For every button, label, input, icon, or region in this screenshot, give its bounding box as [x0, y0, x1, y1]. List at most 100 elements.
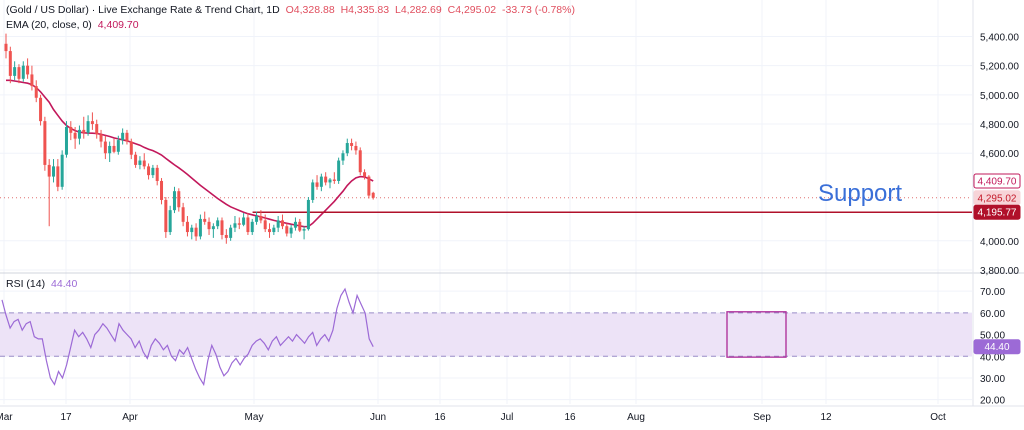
candle-body	[142, 160, 146, 167]
rsi-label: RSI (14)	[6, 278, 46, 290]
ema-price-tag-bg	[973, 173, 1021, 189]
candle-body	[77, 129, 81, 139]
rsi-value: 44.40	[51, 278, 78, 290]
candle-body	[138, 160, 142, 165]
candle-body	[298, 221, 302, 231]
candle	[285, 223, 289, 237]
candle-body	[315, 182, 319, 187]
rsi-tick-label: 30.00	[980, 374, 1005, 385]
ema-value: 4,409.70	[97, 19, 139, 31]
candle-body	[246, 217, 250, 233]
rsi-tick-label: 60.00	[980, 309, 1005, 320]
candle-body	[358, 150, 362, 173]
candle	[103, 135, 107, 160]
change-value: -33.73 (-0.78%)	[502, 4, 575, 16]
candle-body	[220, 220, 224, 235]
candle-body	[95, 124, 99, 135]
candle-body	[73, 132, 77, 139]
candle	[190, 224, 194, 240]
candle	[129, 138, 133, 160]
candle-body	[164, 199, 168, 233]
candle	[250, 218, 254, 235]
candle	[220, 217, 224, 240]
candle	[358, 147, 362, 176]
candle	[259, 210, 263, 224]
candle	[116, 135, 120, 155]
candle-body	[60, 154, 64, 187]
rsi-last-tag-bg	[973, 339, 1021, 355]
candle-body	[21, 65, 25, 79]
candle-body	[177, 191, 181, 208]
chart-title: (Gold / US Dollar) · Live Exchange Rate …	[6, 4, 280, 16]
candle	[73, 126, 77, 149]
ema-label: EMA (20, close, 0)	[6, 19, 92, 31]
candle-body	[82, 129, 86, 133]
candle	[311, 179, 315, 203]
ema-price-tag: 4,409.70	[978, 177, 1017, 188]
candle	[233, 216, 237, 233]
price-tick-label: 4,600.00	[980, 149, 1019, 160]
candle-body	[250, 221, 254, 233]
candle	[168, 205, 172, 235]
candle	[194, 223, 198, 241]
candle	[242, 213, 246, 227]
candle	[43, 116, 47, 171]
candle	[177, 188, 181, 212]
candle-body	[52, 166, 56, 177]
candle-body	[306, 199, 310, 230]
candle	[39, 94, 43, 126]
candle-body	[328, 179, 332, 183]
candle	[302, 226, 306, 240]
candle-body	[168, 210, 172, 233]
candle-body	[337, 160, 341, 181]
low-value: L4,282.69	[394, 4, 442, 16]
candle	[207, 217, 211, 235]
candle-body	[216, 220, 220, 227]
candle	[17, 64, 21, 84]
date-tick-label: 12	[820, 412, 832, 423]
candle-body	[263, 220, 267, 230]
candle-body	[103, 141, 107, 154]
candle	[56, 159, 60, 192]
date-tick-label: Aug	[627, 412, 645, 423]
candle-body	[363, 172, 367, 177]
ema-layer	[6, 79, 374, 228]
support-annotation: Support	[818, 180, 902, 207]
candle-body	[242, 217, 246, 225]
candle	[121, 128, 125, 145]
candle-body	[371, 192, 375, 198]
rsi-last-tag: 44.40	[984, 342, 1009, 353]
candle	[332, 172, 336, 184]
candle-body	[108, 145, 112, 154]
candle-body	[259, 216, 263, 221]
candle-body	[367, 176, 371, 196]
candle	[246, 213, 250, 235]
candle	[216, 217, 220, 230]
candle-body	[43, 121, 47, 165]
candle	[185, 216, 189, 237]
candle-body	[203, 218, 207, 222]
candle-body	[332, 179, 336, 181]
candle-body	[354, 145, 358, 151]
candle	[268, 223, 272, 238]
candle	[125, 129, 129, 145]
candle	[276, 216, 280, 233]
candle	[350, 138, 354, 151]
candle	[26, 58, 30, 79]
date-tick-label: 17	[60, 412, 72, 423]
candle	[142, 153, 146, 170]
candle-body	[272, 227, 276, 233]
candle	[108, 141, 112, 162]
candle	[337, 157, 341, 184]
candle	[315, 175, 319, 190]
candle-body	[134, 154, 138, 165]
candle	[306, 197, 310, 231]
candle-layer: Support	[4, 33, 972, 244]
candle-body	[311, 182, 315, 200]
price-tick-label: 5,400.00	[980, 32, 1019, 43]
candle-body	[198, 218, 202, 237]
date-tick-label: 16	[434, 412, 446, 423]
candle-body	[121, 132, 125, 141]
candle-body	[255, 216, 259, 222]
